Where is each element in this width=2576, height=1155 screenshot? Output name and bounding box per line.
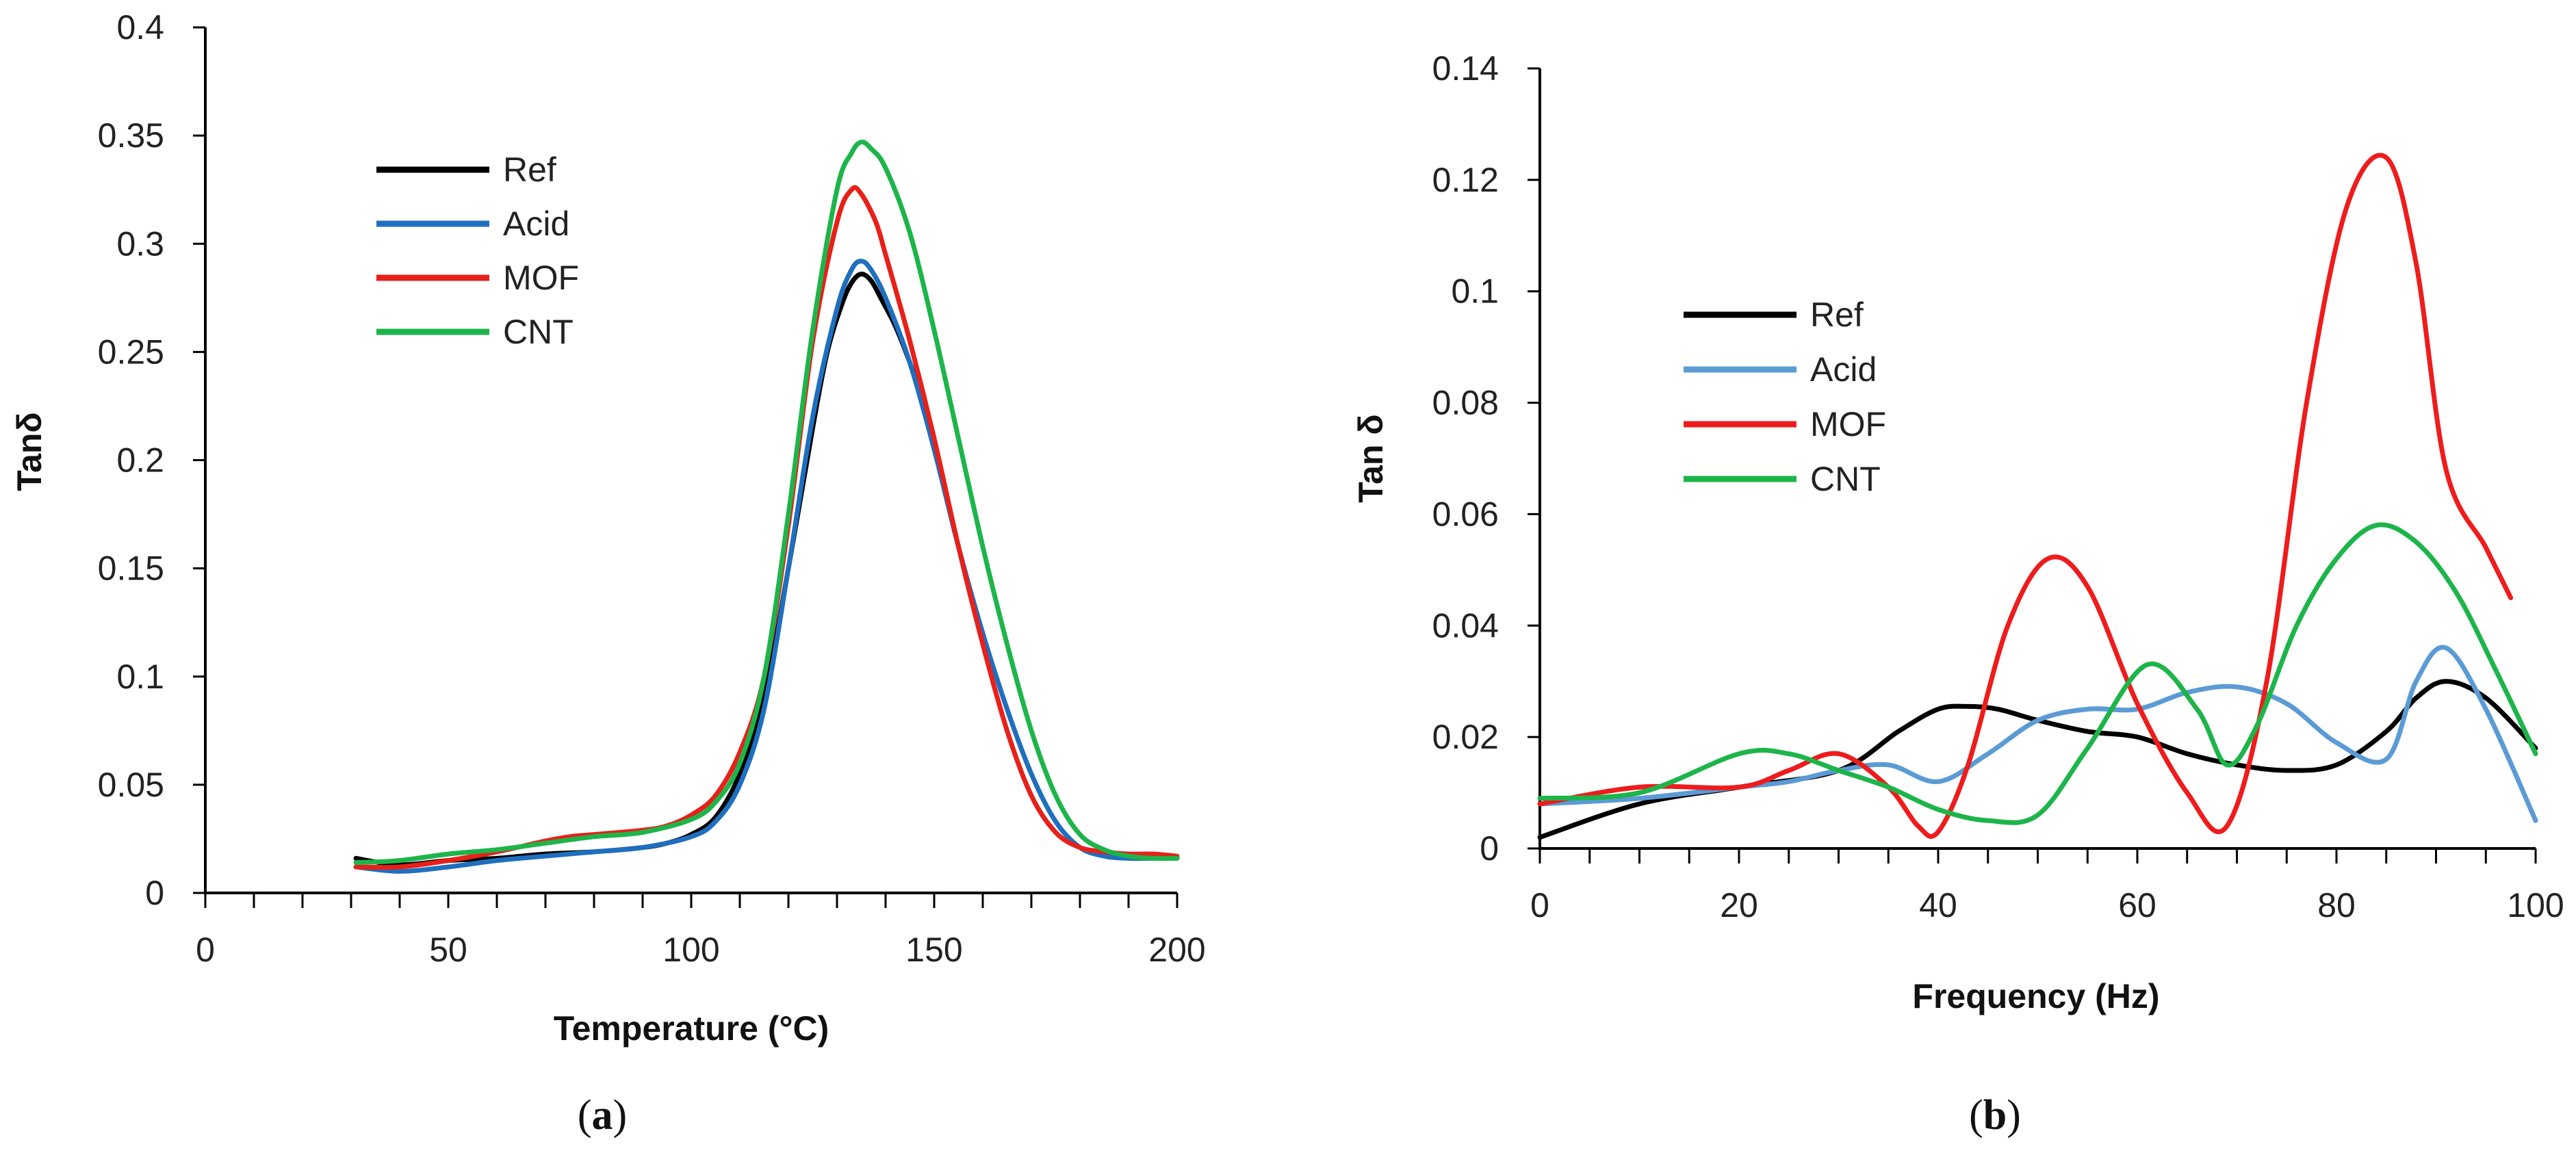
legend-label-ref: Ref (503, 151, 556, 189)
y-tick-label: 0.2 (116, 441, 164, 480)
legend: Ref Acid MOF CNT (376, 151, 579, 351)
y-tick-label: 0.06 (1432, 495, 1499, 533)
y-tick-label: 0.1 (1451, 272, 1499, 311)
panel-caption: (b) (1969, 1092, 2021, 1139)
legend-label-acid: Acid (503, 205, 569, 243)
series-line-cnt (1537, 522, 2538, 825)
x-tick-label: 0 (1530, 886, 1549, 924)
caption-open-paren: ( (1969, 1092, 1983, 1139)
y-tick-label: 0 (1480, 829, 1499, 868)
y-tick-label: 0.4 (116, 8, 164, 47)
legend-label-ref: Ref (1810, 296, 1864, 334)
y-tick-label: 0.02 (1432, 718, 1499, 756)
chart-panel-b: 0 0.02 0.04 0.06 0.08 0.1 0.12 0.14 0 20 40 60 80 100… (1352, 49, 2564, 1139)
y-tick-label: 0.04 (1432, 606, 1499, 645)
y-tick-label: 0.08 (1432, 384, 1499, 422)
y-tick-label: 0.12 (1432, 161, 1499, 199)
y-tick-label: 0.15 (98, 549, 164, 588)
y-tick-label: 0.14 (1432, 49, 1499, 88)
legend-label-mof: MOF (503, 259, 579, 297)
legend-label-cnt: CNT (1810, 460, 1881, 498)
y-tick-label: 0.35 (98, 116, 164, 155)
caption-letter: b (1983, 1092, 2007, 1139)
x-axis-title: Temperature (°C) (554, 1009, 829, 1048)
x-tick-label: 50 (429, 931, 467, 969)
series-line-cnt (353, 139, 1180, 866)
y-tick-label: 0.3 (116, 224, 164, 263)
x-tick-label: 20 (1720, 886, 1758, 924)
x-tick-label: 60 (2118, 886, 2156, 924)
y-tick-label: 0.1 (116, 658, 164, 696)
series-line-mof (353, 185, 1180, 870)
panel-caption: (a) (578, 1092, 627, 1139)
y-tick-label: 0 (145, 874, 164, 912)
x-tick-label: 100 (662, 931, 719, 969)
legend-label-mof: MOF (1810, 405, 1886, 443)
caption-close-paren: ) (613, 1092, 628, 1139)
legend-label-cnt: CNT (503, 313, 574, 351)
x-tick-label: 100 (2507, 886, 2564, 924)
caption-letter: a (592, 1092, 613, 1139)
y-tick-label: 0.25 (98, 333, 164, 371)
x-tick-label: 0 (196, 931, 215, 969)
x-tick-label: 200 (1148, 931, 1205, 969)
chart-panel-a: 0 0.05 0.1 0.15 0.2 0.25 0.3 0.35 0.4 0 50 100 150 20… (10, 8, 1206, 1139)
series-line-mof (1537, 153, 2514, 839)
legend: Ref Acid MOF CNT (1684, 296, 1886, 498)
x-axis-title: Frequency (Hz) (1912, 977, 2159, 1015)
series-line-ref (353, 271, 937, 868)
y-axis-title: Tan δ (1352, 414, 1390, 502)
series-line-acid (1537, 645, 2538, 823)
x-tick-label: 80 (2317, 886, 2356, 924)
y-tick-label: 0.05 (98, 766, 164, 804)
series-line-acid (353, 259, 1180, 874)
x-tick-label: 40 (1919, 886, 1957, 924)
legend-label-acid: Acid (1810, 350, 1877, 389)
x-tick-label: 150 (905, 931, 962, 969)
y-axis-title: Tanδ (10, 412, 49, 491)
caption-open-paren: ( (578, 1092, 592, 1139)
caption-close-paren: ) (2007, 1092, 2021, 1139)
